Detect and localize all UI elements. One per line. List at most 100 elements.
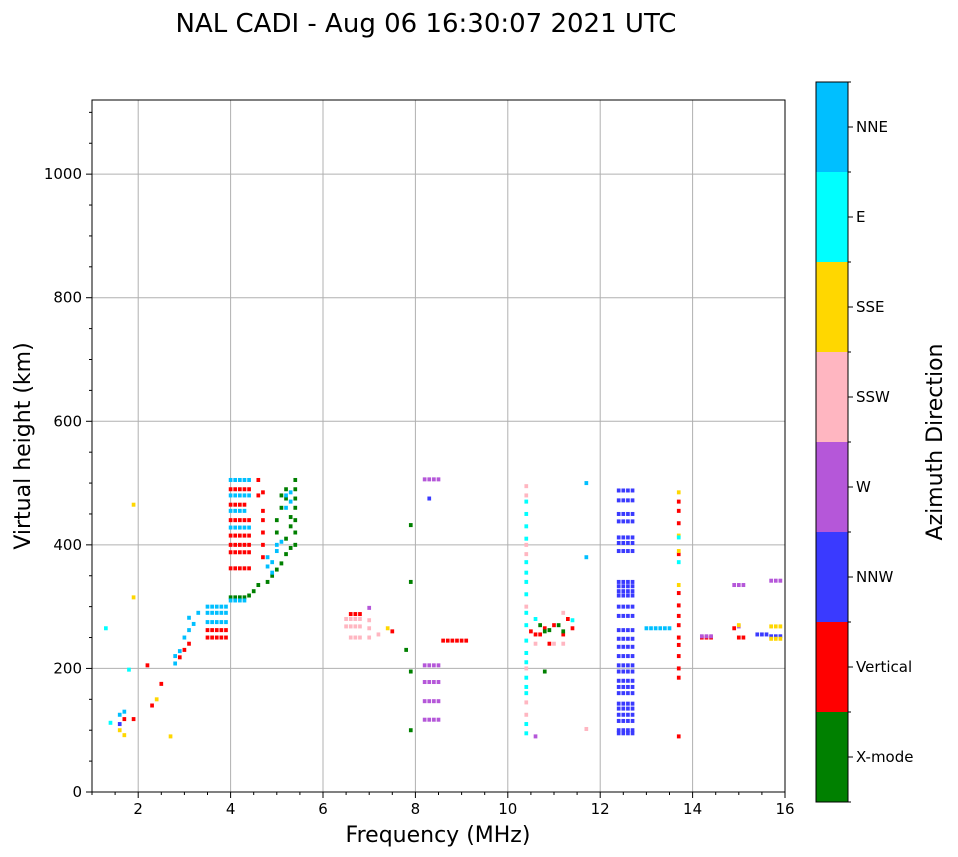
echo-mark-x-mode [408,728,413,733]
echo-mark-nnw [621,701,626,706]
echo-mark-nnw [621,628,626,633]
echo-mark-nnw [626,728,630,733]
echo-mark-x-mode [293,518,298,523]
x-tick-label: 10 [498,800,517,818]
echo-mark-x-mode [547,628,552,633]
echo-mark-w [432,699,436,704]
colorbar-label: Vertical [856,658,912,676]
echo-mark-vertical [237,550,242,555]
echo-mark-nnw [630,604,635,609]
echo-mark-vertical [676,603,681,608]
echo-mark-e [524,660,529,665]
echo-mark-nnw [621,706,626,711]
echo-mark-x-mode [284,552,288,557]
echo-mark-x-mode [288,515,293,520]
echo-mark-vertical [552,623,556,628]
echo-mark-w [436,699,441,704]
echo-mark-nnw [616,593,621,598]
echo-mark-vertical [538,632,542,637]
echo-mark-nnw [621,613,626,618]
echo-mark-ssw [533,641,538,646]
echo-mark-nnw [626,678,630,683]
echo-mark-e [108,720,113,725]
echo-mark-vertical [242,566,247,571]
echo-mark-w [422,717,427,722]
echo-mark-vertical [242,502,247,507]
echo-mark-nnw [626,706,630,711]
echo-mark-nne [182,635,187,640]
echo-mark-vertical [676,675,681,680]
echo-mark-nnw [616,712,621,717]
echo-mark-nne [177,649,182,654]
echo-mark-nnw [630,684,635,689]
echo-mark-e [533,617,538,621]
echo-mark-ssw [358,617,362,621]
echo-mark-nnw [769,634,773,639]
echo-mark-nnw [626,511,630,516]
echo-mark-nne [237,598,242,603]
echo-mark-vertical [122,717,127,722]
echo-mark-w [427,680,432,685]
echo-mark-nnw [616,511,621,516]
echo-mark-ssw [348,617,353,621]
echo-mark-nne [284,493,288,498]
echo-mark-nne [117,712,122,717]
echo-mark-vertical [205,628,210,633]
echo-mark-nne [247,525,251,530]
y-tick-label: 0 [72,783,82,801]
echo-mark-sse [773,636,778,641]
echo-mark-nnw [621,684,626,689]
echo-mark-w [432,663,436,668]
echo-mark-vertical [261,508,265,513]
echo-mark-x-mode [279,493,284,498]
echo-mark-w [422,663,427,668]
echo-mark-nne [196,610,201,615]
echo-mark-nne [237,525,242,530]
x-axis-label: Frequency (MHz) [346,823,531,848]
echo-mark-nnw [621,535,626,540]
echo-mark-nnw [626,669,630,674]
echo-mark-sse [773,624,778,629]
echo-mark-vertical [547,641,552,646]
echo-mark-nnw [626,613,630,618]
echo-mark-x-mode [408,669,413,674]
echo-mark-ssw [561,610,566,615]
plot-frame [91,99,786,793]
echo-mark-vertical [676,508,681,513]
echo-mark-nnw [616,628,621,633]
echo-mark-nnw [621,593,626,598]
echo-mark-ssw [353,635,358,640]
echo-mark-nnw [621,712,626,717]
echo-mark-nnw [621,678,626,683]
x-tick-label: 4 [226,800,236,818]
echo-mark-nne [214,610,219,615]
echo-mark-x-mode [274,518,279,523]
echo-mark-nnw [630,731,635,736]
echo-mark-x-mode [293,505,298,510]
echo-mark-vertical [210,635,214,640]
echo-mark-nnw [621,519,626,524]
echo-mark-nnw [630,549,635,554]
echo-mark-nne [584,481,589,486]
echo-mark-nnw [626,519,630,524]
echo-mark-nnw [630,579,635,584]
axes: 2 4 6 8 10 12 14 16 0 200 400 600 800 1000 [44,111,795,818]
echo-mark-nnw [616,669,621,674]
echo-mark-x-mode [556,623,561,628]
echo-mark-x-mode [293,487,298,492]
echo-mark-nnw [616,584,621,589]
echo-mark-nnw [630,691,635,696]
echo-mark-nne [228,493,233,498]
echo-mark-nnw [616,701,621,706]
echo-mark-nnw [630,498,635,503]
echo-mark-nne [224,610,228,615]
echo-mark-nne [274,549,279,554]
echo-mark-nnw [616,706,621,711]
echo-mark-nnw [616,604,621,609]
echo-mark-nnw [616,549,621,554]
echo-mark-nnw [117,722,122,727]
echo-mark-w [422,477,427,482]
echo-mark-sse [385,626,390,631]
echo-mark-vertical [459,638,464,643]
echo-mark-vertical [228,566,233,571]
